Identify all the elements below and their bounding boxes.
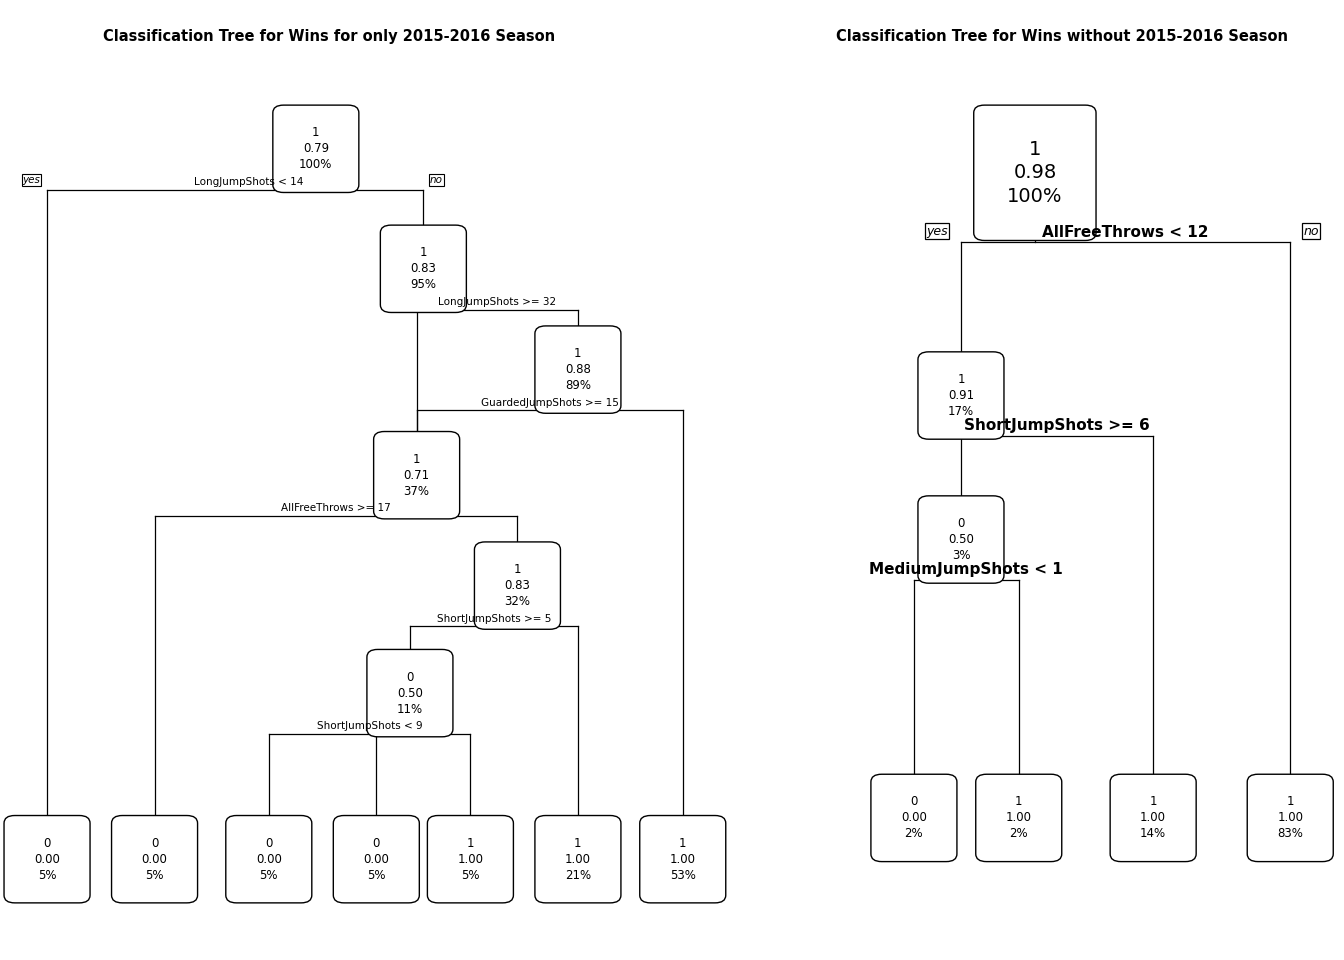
Text: MediumJumpShots < 1: MediumJumpShots < 1	[870, 563, 1063, 577]
Text: no: no	[430, 175, 444, 184]
Text: Classification Tree for Wins without 2015-2016 Season: Classification Tree for Wins without 201…	[836, 29, 1288, 44]
FancyBboxPatch shape	[333, 816, 419, 902]
Text: 1
0.88
89%: 1 0.88 89%	[564, 348, 591, 392]
Text: 1
1.00
53%: 1 1.00 53%	[669, 837, 696, 881]
Text: ShortJumpShots >= 5: ShortJumpShots >= 5	[437, 613, 551, 624]
FancyBboxPatch shape	[640, 816, 726, 902]
Text: 1
0.83
95%: 1 0.83 95%	[410, 247, 437, 291]
FancyBboxPatch shape	[374, 432, 460, 518]
Text: 1
0.71
37%: 1 0.71 37%	[403, 453, 430, 497]
FancyBboxPatch shape	[367, 649, 453, 737]
FancyBboxPatch shape	[112, 816, 198, 902]
FancyBboxPatch shape	[474, 541, 560, 630]
FancyBboxPatch shape	[427, 816, 513, 902]
Text: 1
1.00
14%: 1 1.00 14%	[1140, 796, 1167, 840]
FancyBboxPatch shape	[535, 326, 621, 413]
Text: ShortJumpShots < 9: ShortJumpShots < 9	[317, 721, 422, 732]
FancyBboxPatch shape	[918, 352, 1004, 440]
Text: LongJumpShots >= 32: LongJumpShots >= 32	[438, 297, 556, 307]
Text: 1
1.00
2%: 1 1.00 2%	[1005, 796, 1032, 840]
Text: 0
0.50
3%: 0 0.50 3%	[948, 517, 974, 562]
FancyBboxPatch shape	[918, 495, 1004, 583]
FancyBboxPatch shape	[871, 774, 957, 862]
Text: 1
0.91
17%: 1 0.91 17%	[948, 373, 974, 418]
Text: 1
1.00
21%: 1 1.00 21%	[564, 837, 591, 881]
FancyBboxPatch shape	[1247, 774, 1333, 862]
Text: yes: yes	[926, 225, 948, 238]
FancyBboxPatch shape	[1110, 774, 1196, 862]
Text: 1
0.79
100%: 1 0.79 100%	[300, 127, 332, 171]
Text: 0
0.00
5%: 0 0.00 5%	[141, 837, 168, 881]
Text: AllFreeThrows >= 17: AllFreeThrows >= 17	[281, 503, 391, 513]
Text: 1
1.00
83%: 1 1.00 83%	[1277, 796, 1304, 840]
Text: 1
0.98
100%: 1 0.98 100%	[1007, 140, 1063, 205]
Text: LongJumpShots < 14: LongJumpShots < 14	[194, 177, 304, 186]
Text: 1
0.83
32%: 1 0.83 32%	[504, 564, 531, 608]
FancyBboxPatch shape	[226, 816, 312, 902]
FancyBboxPatch shape	[976, 774, 1062, 862]
Text: 0
0.50
11%: 0 0.50 11%	[396, 671, 423, 715]
Text: 0
0.00
5%: 0 0.00 5%	[255, 837, 282, 881]
Text: 1
1.00
5%: 1 1.00 5%	[457, 837, 484, 881]
FancyBboxPatch shape	[380, 226, 466, 313]
Text: ShortJumpShots >= 6: ShortJumpShots >= 6	[964, 419, 1150, 434]
FancyBboxPatch shape	[973, 106, 1095, 241]
Text: 0
0.00
2%: 0 0.00 2%	[900, 796, 927, 840]
FancyBboxPatch shape	[4, 816, 90, 902]
FancyBboxPatch shape	[535, 816, 621, 902]
Text: 0
0.00
5%: 0 0.00 5%	[34, 837, 60, 881]
Text: AllFreeThrows < 12: AllFreeThrows < 12	[1043, 225, 1208, 240]
Text: Classification Tree for Wins for only 2015-2016 Season: Classification Tree for Wins for only 20…	[103, 29, 555, 44]
Text: no: no	[1304, 225, 1320, 238]
Text: yes: yes	[23, 175, 40, 184]
FancyBboxPatch shape	[273, 106, 359, 192]
Text: 0
0.00
5%: 0 0.00 5%	[363, 837, 390, 881]
Text: GuardedJumpShots >= 15: GuardedJumpShots >= 15	[481, 397, 618, 407]
